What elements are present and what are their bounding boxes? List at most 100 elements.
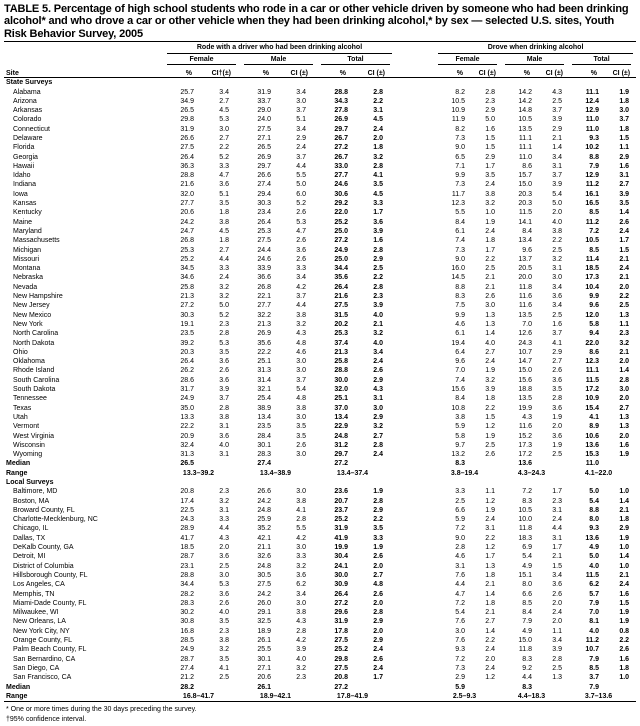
site-label: Florida	[13, 144, 35, 152]
pct-value: 13.4	[334, 413, 348, 421]
pct-value: 26.6	[257, 172, 271, 180]
pct-value: 8.5	[522, 599, 533, 607]
pct-value: 20.6	[257, 674, 271, 682]
ci-value: 3.0	[619, 107, 630, 115]
median-value: 27.2	[334, 683, 348, 691]
pct-value: 9.3	[589, 525, 600, 533]
ci-value: 4.3	[296, 330, 306, 338]
pct-value: 12.4	[585, 97, 600, 105]
pct-value: 26.0	[257, 599, 271, 607]
pct-value: 32.6	[257, 553, 271, 561]
site-label: Wyoming	[13, 451, 43, 459]
pct-value: 9.7	[455, 441, 466, 449]
site-label: West Virginia	[13, 432, 54, 440]
ci-value: 3.6	[219, 358, 229, 366]
pct-value: 30.0	[334, 571, 348, 579]
ci-value: 2.9	[485, 153, 496, 161]
table-row: DeKalb County, GA 18.5 2.0 21.1 3.0 19.9 1.9 2.…	[4, 543, 636, 552]
ci-value: 3.6	[296, 571, 306, 579]
pct-value: 24.7	[180, 227, 194, 235]
pct-value: 11.8	[518, 646, 533, 654]
pct-value: 27.5	[334, 637, 348, 645]
ci-value: 3.6	[552, 581, 563, 589]
ci-value: 1.7	[485, 162, 496, 170]
pct-value: 24.1	[334, 562, 348, 570]
ci-value: 2.3	[219, 320, 229, 328]
group-header-rode-label: Rode with a driver who had been drinking…	[167, 44, 393, 54]
pct-value: 25.3	[257, 227, 271, 235]
pct-value: 8.0	[589, 516, 600, 524]
spacer	[395, 320, 435, 329]
site-label: Indiana	[13, 181, 36, 189]
ci-value: 2.8	[373, 162, 384, 170]
pct-value: 26.4	[334, 590, 348, 598]
ci-value: 4.3	[296, 618, 306, 626]
pct-value: 33.7	[257, 97, 271, 105]
pct-value: 25.4	[257, 395, 271, 403]
ci-value: 2.2	[485, 534, 496, 542]
ci-value: 2.2	[373, 516, 384, 524]
median-value: 13.6	[518, 460, 533, 468]
pct-value: 17.3	[518, 441, 533, 449]
table-row: Kansas 27.7 3.5 30.3 5.2 29.2 3.3 12.3 3.2 20.3 5.…	[4, 199, 636, 208]
pct-value: 21.3	[257, 320, 271, 328]
pct-value: 5.8	[455, 432, 466, 440]
pct-value: 28.8	[334, 88, 348, 96]
ci-value: 3.8	[296, 609, 306, 617]
pct-value: 11.4	[585, 255, 600, 263]
pct-value: 7.2	[522, 488, 533, 496]
header-rode-male: Male	[241, 55, 318, 66]
spacer	[395, 673, 435, 682]
pct-value: 7.2	[455, 525, 466, 533]
ci-value: 2.8	[373, 88, 384, 96]
ci-value: 3.2	[485, 376, 496, 384]
ci-value: 1.6	[619, 590, 630, 598]
ci-value: 2.9	[373, 506, 384, 514]
ci-value: 1.8	[485, 571, 496, 579]
ci-value: 4.0	[373, 311, 384, 319]
ci-value: 3.0	[296, 544, 306, 552]
site-label: Texas	[13, 404, 32, 412]
pct-value: 26.2	[180, 367, 194, 375]
range-value: 4.1–22.0	[584, 469, 613, 477]
table-row: Indiana 21.6 3.6 27.4 5.0 24.6 3.5 7.3 2.4 15.0 3.…	[4, 180, 636, 189]
pct-value: 13.5	[518, 395, 533, 403]
pct-value: 34.3	[334, 97, 348, 105]
ci-value: 3.2	[552, 255, 563, 263]
pct-value: 4.9	[589, 544, 600, 552]
pct-value: 5.4	[455, 609, 466, 617]
ci-value: 3.0	[619, 386, 630, 394]
site-label: Hawaii	[13, 162, 35, 170]
ci-value: 3.3	[373, 200, 384, 208]
table-row: Texas 35.0 2.8 38.9 3.8 37.0 3.0 10.8 2.2 19.9 3.6…	[4, 404, 636, 413]
ci-value: 1.9	[485, 432, 496, 440]
ci-value: 4.1	[373, 172, 384, 180]
empty-cell	[601, 683, 636, 692]
range-value: 13.3–39.2	[182, 469, 215, 477]
spacer	[395, 655, 435, 664]
footnotes: * One or more times during the 30 days p…	[4, 705, 636, 724]
ci-value: 1.7	[485, 246, 496, 254]
pct-value: 24.4	[257, 246, 271, 254]
ci-value: 2.2	[485, 404, 496, 412]
ci-value: 2.3	[219, 488, 229, 496]
ci-value: 2.9	[619, 153, 630, 161]
ci-value: 2.4	[219, 274, 229, 282]
ci-value: 1.6	[619, 162, 630, 170]
ci-value: 2.9	[373, 255, 384, 263]
empty-cell	[273, 459, 318, 468]
ci-value: 5.3	[219, 339, 229, 347]
ci-header-first: CI†(±)	[196, 66, 241, 79]
ci-value: 5.2	[219, 311, 229, 319]
pct-value: 10.0	[518, 516, 533, 524]
empty-cell	[273, 683, 318, 692]
pct-value: 20.8	[180, 488, 194, 496]
pct-value: 17.3	[585, 274, 600, 282]
ci-header: CI (±)	[273, 66, 318, 79]
pct-value: 25.2	[334, 218, 348, 226]
ci-value: 2.1	[619, 571, 630, 579]
spacer	[395, 115, 435, 124]
pct-header: %	[435, 66, 468, 79]
pct-value: 9.9	[589, 293, 600, 301]
spacer	[395, 106, 435, 115]
